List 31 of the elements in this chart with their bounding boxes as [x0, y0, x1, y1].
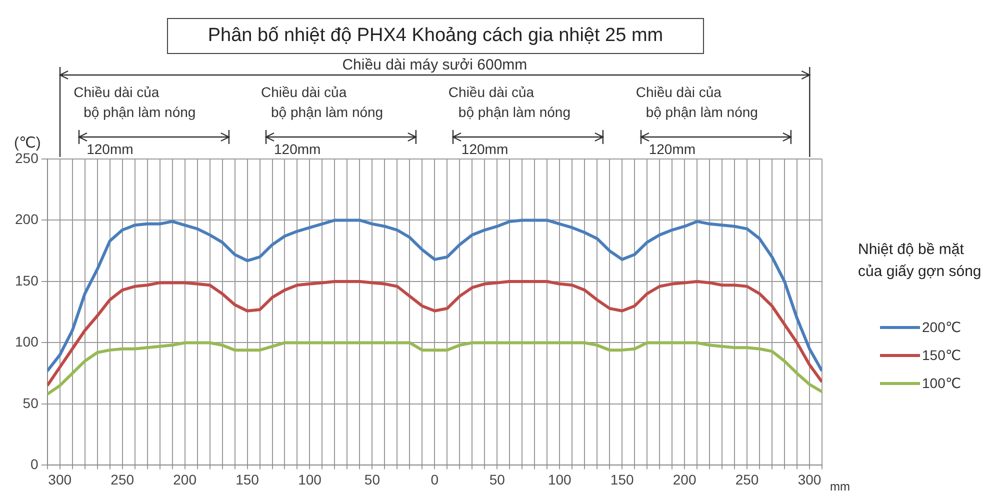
x-tick-label: 200	[672, 471, 696, 488]
x-tick-label: 250	[735, 471, 759, 488]
x-tick-label: 300	[48, 471, 72, 488]
y-tick-label: 200	[15, 211, 39, 228]
chart-title: Phân bố nhiệt độ PHX4 Khoảng cách gia nhiệt 25 mm	[166, 18, 704, 54]
legend-title: Nhiệt độ bề mặt của giấy gợn sóng	[858, 240, 982, 282]
x-tick-label: 300	[798, 471, 822, 488]
x-tick-label: 100	[548, 471, 572, 488]
x-tick-label: 250	[110, 471, 134, 488]
y-tick-label: 50	[22, 394, 39, 411]
legend-label: 200℃	[922, 318, 962, 336]
y-axis-title: (℃)	[14, 134, 41, 152]
x-tick-label: 50	[489, 471, 506, 488]
y-tick-label: 250	[15, 150, 39, 166]
legend-label: 150℃	[922, 346, 962, 364]
x-tick-label: 50	[364, 471, 380, 488]
text: Chiều dài của bộ phận làm nóng 120mm	[636, 84, 758, 157]
x-tick-label: 100	[298, 471, 322, 488]
text: Chiều dài máy sưởi 600mm	[342, 56, 528, 74]
x-tick-label: 200	[173, 471, 197, 488]
x-tick-label: 150	[236, 471, 260, 488]
text: Chiều dài của bộ phận làm nóng 120mm	[74, 84, 196, 157]
text: Chiều dài của bộ phận làm nóng 120mm	[448, 84, 571, 157]
y-tick-label: 0	[30, 456, 39, 472]
text: Chiều dài của bộ phận làm nóng 120mm	[261, 84, 384, 157]
x-tick-label: 0	[430, 471, 439, 488]
y-tick-label: 100	[15, 334, 39, 350]
x-axis-title: mm	[830, 480, 850, 494]
x-tick-label: 150	[610, 471, 634, 488]
y-tick-label: 150	[15, 272, 39, 288]
legend-label: 100℃	[922, 374, 962, 392]
